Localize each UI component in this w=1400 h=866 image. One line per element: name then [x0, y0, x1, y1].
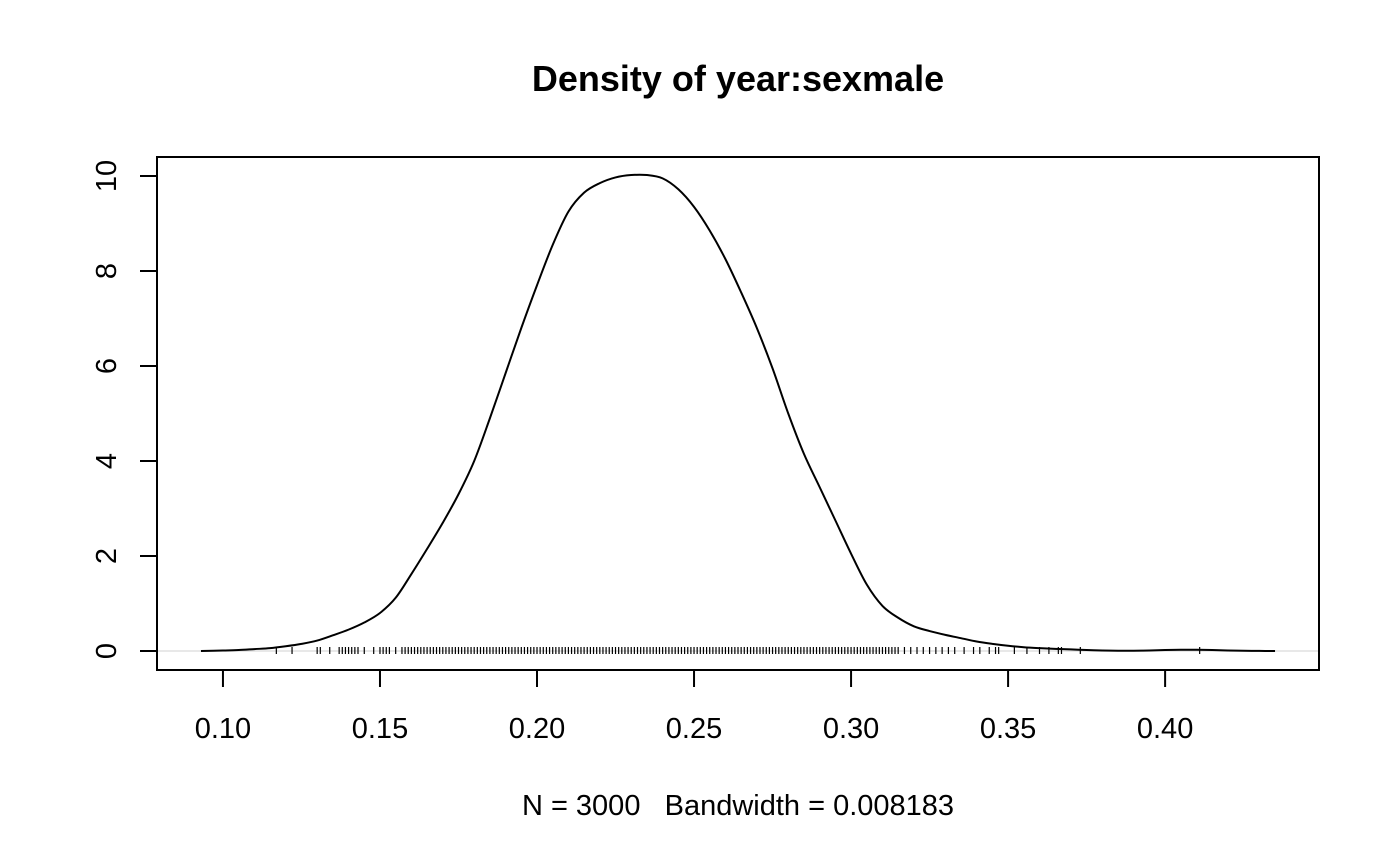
x-tick-label: 0.40: [1137, 713, 1193, 745]
x-tick-label: 0.15: [352, 713, 408, 745]
rug-group: [275, 647, 1201, 654]
y-tick-label: 8: [91, 263, 123, 279]
x-tick-label: 0.10: [195, 713, 251, 745]
plot-area: 0.10 0.15 0.20 0.25 0.30 0.35 0.40 0 2 4 6 8 10: [91, 156, 1320, 745]
y-tick-label: 2: [91, 548, 123, 564]
x-tick-label: 0.35: [980, 713, 1036, 745]
y-tick-label: 4: [91, 453, 123, 469]
x-tick-label: 0.30: [823, 713, 879, 745]
x-tick-label: 0.20: [509, 713, 565, 745]
y-tick-label: 6: [91, 358, 123, 374]
y-tick-label: 0: [91, 643, 123, 659]
x-tick-label: 0.25: [666, 713, 722, 745]
density-curve-line: [200, 173, 1276, 652]
y-tick-label: 10: [91, 160, 123, 192]
x-axis-label: N = 3000 Bandwidth = 0.008183: [522, 790, 954, 822]
chart-title: Density of year:sexmale: [532, 58, 944, 99]
